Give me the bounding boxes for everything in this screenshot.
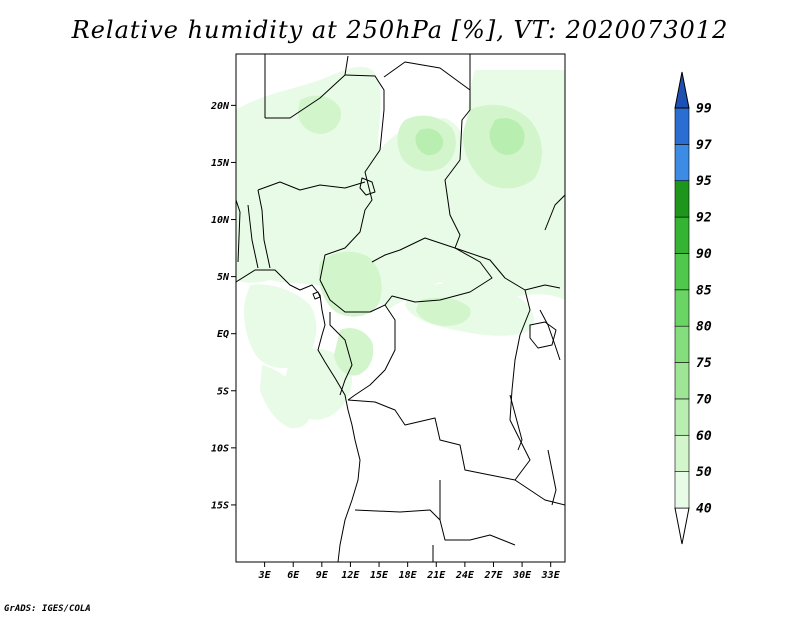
- lat-tick-label: 10N: [211, 215, 230, 226]
- colorbar-segment: [674, 434, 690, 472]
- lake-tanganyika: [509, 394, 523, 451]
- colorbar-label: 50: [696, 465, 712, 480]
- drc-angola-border: [347, 399, 516, 481]
- colorbar-segment: [674, 398, 690, 436]
- lat-tick-label: 20N: [210, 101, 230, 112]
- lon-tick-label: 15E: [370, 570, 389, 581]
- angola-namibia-border: [354, 509, 516, 546]
- lon-tick-label: 24E: [455, 570, 475, 581]
- lon-tick-label: 18E: [399, 570, 418, 581]
- map-frame: [235, 53, 566, 563]
- colorbar-segment: [674, 289, 690, 327]
- south-sudan-border: [454, 247, 561, 291]
- togo-border: [247, 204, 259, 269]
- zambia-border: [514, 479, 565, 506]
- niger-nigeria-border: [257, 181, 366, 191]
- colorbar-segment: [674, 216, 690, 254]
- angola-coast-patch: [260, 365, 312, 429]
- lat-tick-label: 15N: [211, 158, 230, 169]
- map-title: Relative humidity at 250hPa [%], VT: 202…: [71, 16, 729, 44]
- colorbar-low-extension: [674, 507, 690, 545]
- lat-tick-label: 5S: [217, 386, 229, 397]
- lat-tick-label: 5N: [217, 272, 230, 283]
- colorbar-label: 90: [696, 247, 712, 262]
- lon-tick-label: 3E: [258, 570, 272, 581]
- colorbar-label: 80: [696, 320, 712, 335]
- colorbar-segment: [674, 471, 690, 509]
- chad-sudan-border: [444, 159, 461, 249]
- longitude-axis: 3E 6E 9E 12E 15E 18E 21E 24E 27E 30E 33E: [258, 562, 561, 581]
- lon-tick-label: 12E: [341, 570, 360, 581]
- colorbar-label: 99: [696, 102, 712, 117]
- lat-tick-label: 10S: [211, 443, 229, 454]
- gabon-patch: [244, 284, 317, 369]
- chad-libya-border: [344, 74, 385, 151]
- lat-tick-label: 15S: [211, 500, 229, 511]
- country-borders: [236, 54, 565, 562]
- car-inner: [415, 128, 444, 156]
- chad-niger-border: [364, 149, 381, 211]
- lake-chad: [359, 177, 376, 196]
- benin-border: [257, 189, 271, 269]
- lat-tick-label: EQ: [217, 329, 229, 340]
- latitude-axis: 20N 15N 10N 5N EQ 5S 10S 15S: [210, 101, 236, 511]
- colorbar-label: 97: [696, 138, 712, 153]
- nigeria-patch: [244, 168, 337, 247]
- colorbar: 40 50 60 70 75 80 85 90 92 95 97 99: [674, 71, 712, 545]
- footer-credit: GrADS: IGES/COLA: [4, 604, 91, 614]
- colorbar-segment: [674, 325, 690, 363]
- colorbar-label: 60: [696, 429, 712, 444]
- lon-tick-label: 21E: [426, 570, 446, 581]
- lon-tick-label: 6E: [287, 570, 300, 581]
- congo-core: [334, 328, 374, 376]
- libya-niger-border: [265, 55, 349, 119]
- lon-tick-label: 27E: [483, 570, 503, 581]
- colorbar-segment: [674, 362, 690, 400]
- ethiopia-border: [544, 194, 565, 231]
- colorbar-segment: [674, 144, 690, 182]
- colorbar-label: 40: [696, 502, 712, 517]
- gabon-congo-border: [329, 312, 353, 396]
- nigeria-cameroon-border: [319, 209, 366, 281]
- cameroon-south-border: [319, 279, 386, 313]
- car-border: [371, 237, 493, 306]
- colorbar-label: 85: [696, 283, 712, 298]
- drc-core: [416, 297, 471, 326]
- coastline: [236, 269, 361, 562]
- humidity-layer: [236, 66, 565, 429]
- colorbar-label: 70: [696, 392, 712, 407]
- drc-east-border: [509, 289, 531, 481]
- colorbar-segment: [674, 253, 690, 291]
- congo-drc-border: [347, 304, 396, 401]
- cameroon-core: [318, 251, 382, 317]
- colorbar-segment: [674, 180, 690, 218]
- lon-tick-label: 30E: [512, 570, 532, 581]
- lon-tick-label: 33E: [541, 570, 561, 581]
- sudan-inner: [489, 118, 525, 155]
- island-bioko: [312, 291, 321, 300]
- colorbar-label: 75: [696, 356, 712, 371]
- colorbar-label: 95: [696, 174, 712, 189]
- lake-victoria: [529, 321, 557, 349]
- lake-malawi: [547, 449, 557, 506]
- colorbar-high-extension: [674, 71, 690, 109]
- ghana-border: [236, 199, 241, 263]
- colorbar-segment: [674, 107, 690, 145]
- great-lakes-border: [539, 309, 561, 361]
- lon-tick-label: 9E: [316, 570, 329, 581]
- colorbar-label: 92: [696, 211, 712, 226]
- map-panel: 20N 15N 10N 5N EQ 5S 10S 15S 3E 6E 9E 12E 15E 18E 21E…: [210, 53, 566, 581]
